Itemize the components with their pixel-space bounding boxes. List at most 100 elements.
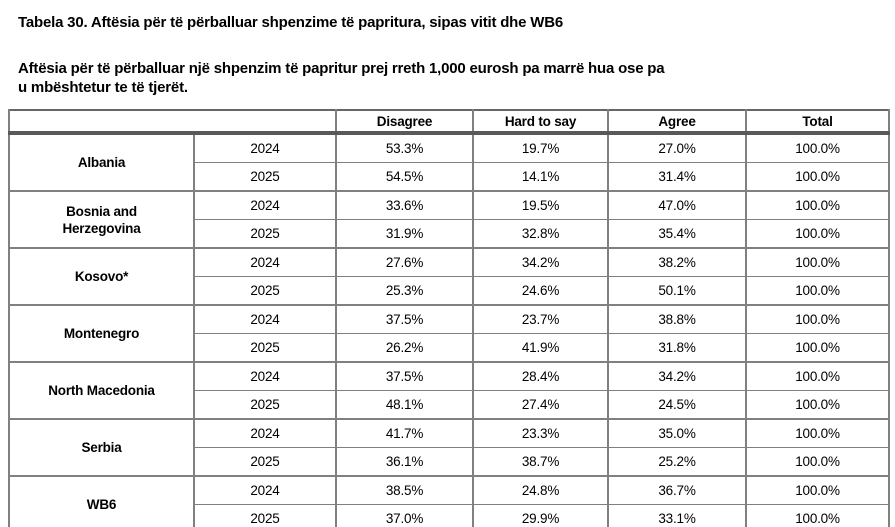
value-cell: 37.5% (335, 304, 474, 334)
value-cell: 31.8% (607, 333, 747, 363)
year-cell: 2024 (193, 304, 337, 334)
value-cell: 24.5% (607, 390, 747, 420)
value-cell: 27.0% (607, 132, 747, 163)
value-cell: 100.0% (745, 132, 890, 163)
table-row: 2025 36.1% 38.7% 25.2% 100.0% (9, 447, 890, 477)
value-cell: 33.1% (607, 504, 747, 527)
table-title: Tabela 30. Aftësia për të përballuar shp… (18, 14, 563, 31)
value-cell: 37.0% (335, 504, 474, 527)
value-cell: 32.8% (472, 219, 609, 249)
value-cell: 34.2% (607, 361, 747, 391)
table-row: Serbia 2024 41.7% 23.3% 35.0% 100.0% (8, 418, 890, 477)
value-cell: 35.0% (607, 418, 747, 448)
value-cell: 27.6% (335, 247, 474, 277)
value-cell: 54.5% (335, 162, 474, 192)
value-cell: 28.4% (472, 361, 609, 391)
country-label: WB6 (86, 497, 117, 512)
value-cell: 100.0% (745, 390, 890, 420)
column-header-disagree: Disagree (335, 109, 474, 135)
value-cell: 47.0% (607, 190, 747, 220)
table-row: Montenegro 2024 37.5% 23.7% 38.8% 100.0% (8, 304, 890, 363)
country-cell: Montenegro (8, 304, 195, 363)
value-cell: 100.0% (745, 276, 890, 306)
value-cell: 14.1% (472, 162, 609, 192)
country-label: Montenegro (63, 326, 140, 341)
value-cell: 38.5% (335, 475, 474, 505)
column-header-total: Total (745, 109, 890, 135)
year-cell: 2024 (193, 190, 337, 220)
subtitle-line-1: Aftësia për të përballuar një shpenzim t… (18, 60, 665, 77)
value-cell: 38.2% (607, 247, 747, 277)
value-cell: 35.4% (607, 219, 747, 249)
year-cell: 2024 (193, 132, 337, 163)
country-cell: North Macedonia (8, 361, 195, 420)
year-cell: 2024 (193, 418, 337, 448)
year-cell: 2025 (193, 390, 337, 420)
value-cell: 100.0% (745, 247, 890, 277)
value-cell: 38.8% (607, 304, 747, 334)
table-row: Kosovo* 2024 27.6% 34.2% 38.2% 100.0% (8, 247, 890, 306)
year-cell: 2025 (193, 504, 337, 527)
year-cell: 2025 (193, 276, 337, 306)
year-cell: 2024 (193, 475, 337, 505)
table-subtitle: Aftësia për të përballuar një shpenzim t… (18, 59, 888, 97)
column-header-agree: Agree (607, 109, 747, 135)
value-cell: 31.9% (335, 219, 474, 249)
value-cell: 31.4% (607, 162, 747, 192)
subtitle-line-2: u mbështetur te të tjerët. (18, 79, 188, 96)
value-cell: 100.0% (745, 219, 890, 249)
country-label: Bosnia and Herzegovina (62, 203, 141, 236)
country-label: Serbia (81, 440, 122, 455)
country-label: Albania (77, 155, 126, 170)
table-body: Albania 2024 53.3% 19.7% 27.0% 100.0% 2025 54.5… (8, 132, 890, 527)
table-row: 2025 31.9% 32.8% 35.4% 100.0% (9, 219, 890, 249)
country-cell: Serbia (8, 418, 195, 477)
value-cell: 19.7% (472, 132, 609, 163)
value-cell: 38.7% (472, 447, 609, 477)
year-cell: 2024 (193, 247, 337, 277)
value-cell: 25.3% (335, 276, 474, 306)
table-row: North Macedonia 2024 37.5% 28.4% 34.2% 100.0% (8, 361, 890, 420)
country-cell: WB6 (8, 475, 195, 527)
country-cell: Bosnia and Herzegovina (8, 190, 195, 249)
table-row: 2025 37.0% 29.9% 33.1% 100.0% (9, 504, 890, 527)
table-row: 2025 54.5% 14.1% 31.4% 100.0% (9, 162, 890, 192)
value-cell: 53.3% (335, 132, 474, 163)
value-cell: 34.2% (472, 247, 609, 277)
value-cell: 41.9% (472, 333, 609, 363)
value-cell: 100.0% (745, 447, 890, 477)
value-cell: 48.1% (335, 390, 474, 420)
value-cell: 100.0% (745, 361, 890, 391)
value-cell: 19.5% (472, 190, 609, 220)
value-cell: 100.0% (745, 475, 890, 505)
value-cell: 26.2% (335, 333, 474, 363)
table-row: Albania 2024 53.3% 19.7% 27.0% 100.0% (8, 132, 890, 192)
table-row: Bosnia and Herzegovina 2024 33.6% 19.5% 47.0… (8, 190, 890, 249)
value-cell: 100.0% (745, 333, 890, 363)
table-row: 2025 26.2% 41.9% 31.8% 100.0% (9, 333, 890, 363)
corner-cell (8, 109, 337, 135)
table-row: WB6 2024 38.5% 24.8% 36.7% 100.0% (8, 475, 890, 527)
column-header-hard-to-say: Hard to say (472, 109, 609, 135)
year-cell: 2024 (193, 361, 337, 391)
value-cell: 100.0% (745, 162, 890, 192)
value-cell: 23.3% (472, 418, 609, 448)
header-row: Disagree Hard to say Agree Total (8, 109, 890, 135)
value-cell: 37.5% (335, 361, 474, 391)
value-cell: 27.4% (472, 390, 609, 420)
value-cell: 36.7% (607, 475, 747, 505)
country-cell: Albania (8, 132, 195, 192)
value-cell: 29.9% (472, 504, 609, 527)
value-cell: 41.7% (335, 418, 474, 448)
value-cell: 25.2% (607, 447, 747, 477)
year-cell: 2025 (193, 219, 337, 249)
country-label: North Macedonia (48, 383, 155, 398)
value-cell: 24.6% (472, 276, 609, 306)
year-cell: 2025 (193, 162, 337, 192)
value-cell: 24.8% (472, 475, 609, 505)
value-cell: 100.0% (745, 418, 890, 448)
table-row: 2025 48.1% 27.4% 24.5% 100.0% (9, 390, 890, 420)
value-cell: 33.6% (335, 190, 474, 220)
country-cell: Kosovo* (8, 247, 195, 306)
